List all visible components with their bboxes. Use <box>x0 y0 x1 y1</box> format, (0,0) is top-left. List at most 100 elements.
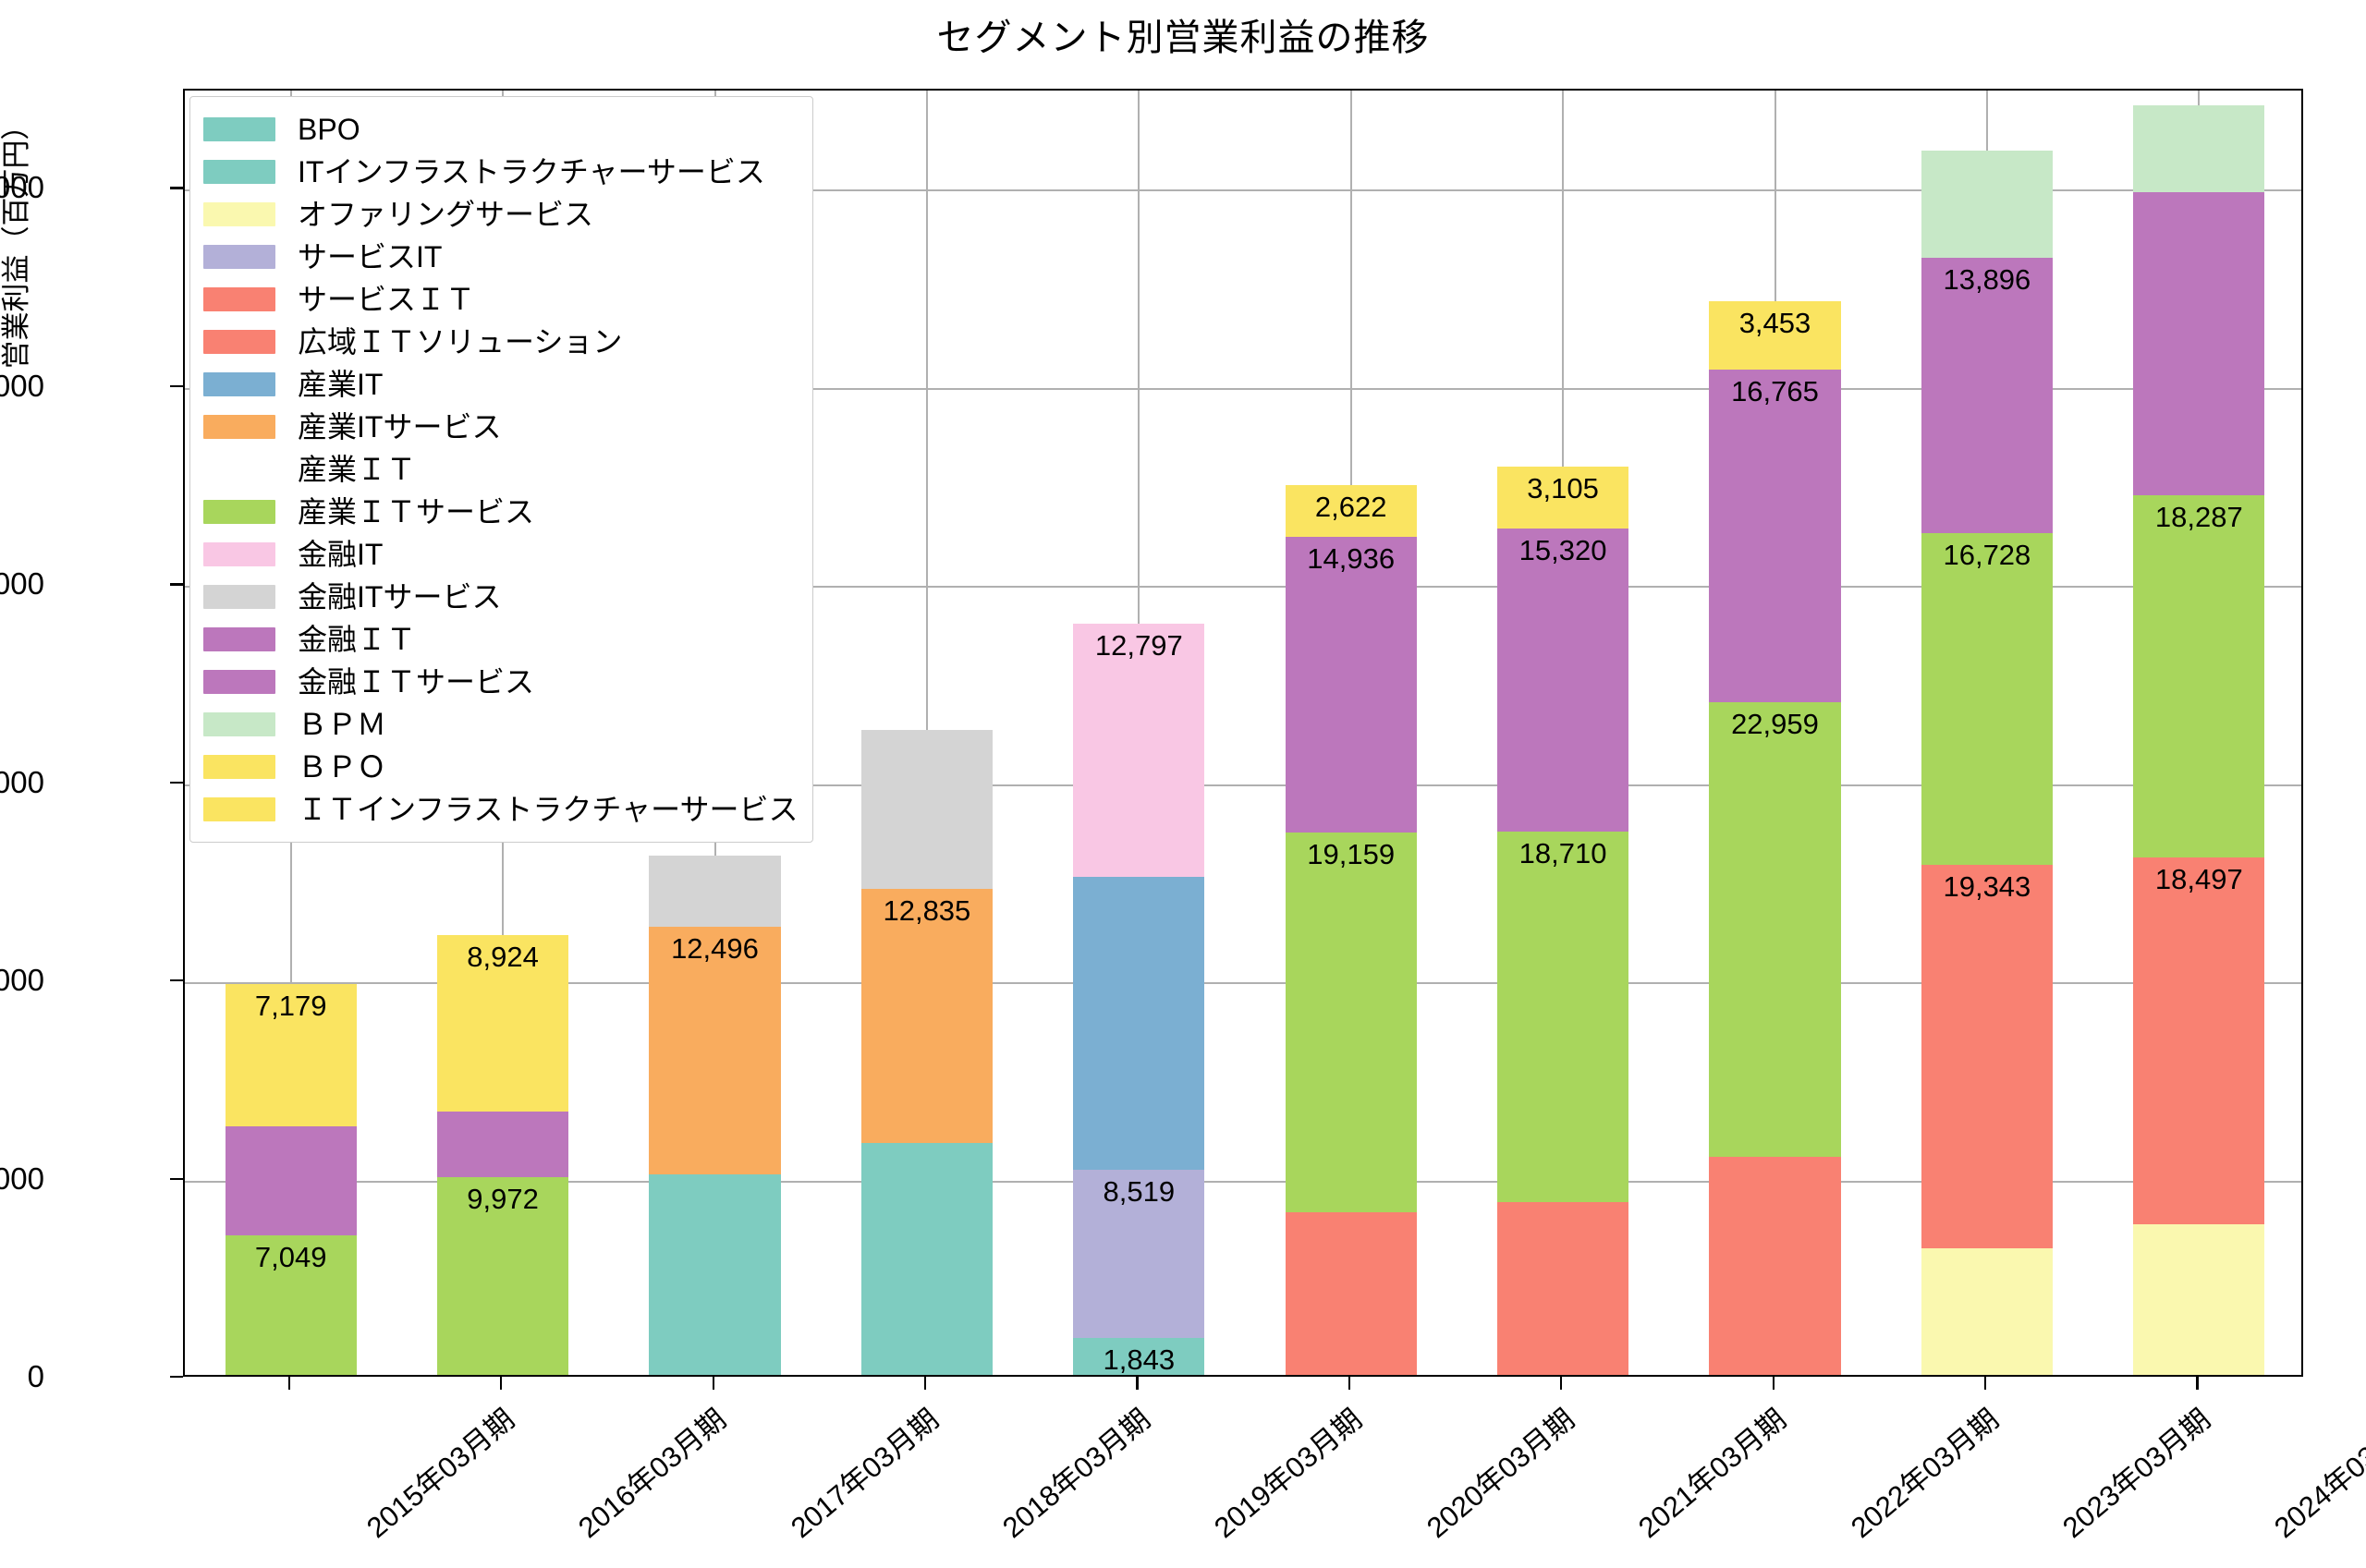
legend-item[interactable]: 産業ＩＴサービス <box>203 491 798 533</box>
bar-segment[interactable] <box>1285 1212 1417 1375</box>
bar-segment[interactable]: 7,179 <box>225 983 357 1126</box>
legend-item[interactable]: サービスＩＴ <box>203 278 798 321</box>
bar-group[interactable]: 18,497 18,287 <box>2133 87 2265 1375</box>
legend-swatch-icon <box>203 330 275 354</box>
chart-legend: BPO ITインフラストラクチャーサービス オファリングサービス サービスIT サービス… <box>189 96 814 843</box>
legend-item[interactable]: 金融ＩＴ <box>203 618 798 661</box>
y-tick-label: 30,000 <box>0 764 44 799</box>
bar-segment[interactable]: 14,936 <box>1285 536 1417 833</box>
legend-swatch-icon <box>203 287 275 311</box>
x-tick-mark <box>1560 1377 1563 1390</box>
x-tick-mark <box>1348 1377 1351 1390</box>
bar-segment[interactable] <box>649 1174 781 1375</box>
bar-segment[interactable] <box>2133 192 2265 496</box>
bar-value-label: 18,710 <box>1518 837 1607 870</box>
bar-segment[interactable] <box>2133 104 2265 193</box>
bar-segment[interactable]: 12,797 <box>1073 624 1205 878</box>
legend-item[interactable]: オファリングサービス <box>203 193 798 236</box>
bar-segment[interactable]: 7,049 <box>225 1234 357 1375</box>
bar-group[interactable]: 22,959 16,765 3,453 <box>1709 87 1841 1375</box>
bar-group[interactable]: 19,343 16,728 13,896 <box>1921 87 2053 1375</box>
bar-segment[interactable]: 1,843 <box>1073 1338 1205 1375</box>
legend-item[interactable]: ＢＰＯ <box>203 746 798 788</box>
x-tick-label: 2016年03月期 <box>572 1403 733 1545</box>
legend-item-label: ＩＴインフラストラクチャーサービス <box>298 793 799 826</box>
y-tick-label: 20,000 <box>0 963 44 998</box>
legend-item[interactable]: 産業ITサービス <box>203 406 798 448</box>
y-tick-mark <box>170 1177 183 1180</box>
bar-value-label: 7,179 <box>254 989 327 1022</box>
bar-segment[interactable] <box>1921 151 2053 259</box>
bar-segment[interactable]: 16,765 <box>1709 370 1841 702</box>
x-tick-mark <box>712 1377 714 1390</box>
legend-swatch-icon <box>203 542 275 566</box>
bar-segment[interactable] <box>1496 1202 1629 1375</box>
bar-value-label: 15,320 <box>1518 533 1607 566</box>
bar-segment[interactable] <box>649 856 781 928</box>
bar-segment[interactable]: 12,835 <box>860 888 993 1144</box>
bar-segment[interactable]: 12,496 <box>649 927 781 1175</box>
bar-segment[interactable] <box>2133 1224 2265 1375</box>
bar-group[interactable]: 7,049 7,179 <box>225 87 357 1375</box>
y-tick-mark <box>170 781 183 784</box>
bar-segment[interactable]: 19,343 <box>1921 864 2053 1248</box>
legend-item[interactable]: ＩＴインフラストラクチャーサービス <box>203 788 798 831</box>
legend-item[interactable]: 産業ＩＴ <box>203 448 798 491</box>
legend-item[interactable]: 産業IT <box>203 363 798 406</box>
bar-segment[interactable] <box>225 1125 357 1235</box>
bar-segment[interactable] <box>1709 1157 1841 1375</box>
legend-item[interactable]: サービスIT <box>203 236 798 278</box>
legend-swatch-icon <box>203 797 275 821</box>
bar-segment[interactable] <box>1073 877 1205 1170</box>
bar-segment[interactable]: 2,622 <box>1285 484 1417 537</box>
bar-segment[interactable] <box>1921 1247 2053 1375</box>
bar-segment[interactable]: 19,159 <box>1285 833 1417 1213</box>
gridline-horizontal <box>185 387 2301 390</box>
bar-segment[interactable]: 18,287 <box>2133 495 2265 858</box>
legend-item-label: 産業ＩＴ <box>298 453 417 486</box>
chart-title: セグメント別営業利益の推移 <box>936 18 1430 58</box>
bar-segment[interactable]: 16,728 <box>1921 533 2053 865</box>
bar-segment[interactable] <box>860 1143 993 1375</box>
legend-item[interactable]: ＢＰＭ <box>203 703 798 746</box>
bar-segment[interactable] <box>436 1112 569 1178</box>
gridline-horizontal <box>185 784 2301 786</box>
bar-group[interactable]: 12,496 <box>649 87 781 1375</box>
y-tick-label: 10,000 <box>0 1161 44 1196</box>
bar-group[interactable]: 18,710 15,320 3,105 <box>1496 87 1629 1375</box>
bar-segment[interactable]: 3,453 <box>1709 301 1841 371</box>
bar-segment[interactable]: 8,519 <box>1073 1169 1205 1339</box>
legend-item[interactable]: 金融ITサービス <box>203 576 798 618</box>
bar-group[interactable]: 9,972 8,924 <box>436 87 569 1375</box>
legend-item[interactable]: ITインフラストラクチャーサービス <box>203 151 798 193</box>
x-tick-mark <box>1772 1377 1774 1390</box>
legend-item-label: 産業ITサービス <box>298 410 502 444</box>
bar-segment[interactable] <box>860 730 993 889</box>
bar-value-label: 19,343 <box>1943 869 2031 903</box>
legend-item[interactable]: 金融ＩＴサービス <box>203 661 798 703</box>
legend-swatch-icon <box>203 627 275 651</box>
bar-segment[interactable]: 18,497 <box>2133 857 2265 1225</box>
bar-segment[interactable]: 9,972 <box>436 1177 569 1375</box>
bar-segment[interactable]: 18,710 <box>1496 832 1629 1203</box>
y-tick-label: 50,000 <box>0 368 44 403</box>
x-tick-mark <box>1983 1377 1987 1390</box>
bar-group[interactable]: 1,843 8,519 12,797 <box>1073 87 1205 1375</box>
y-tick-mark <box>170 1376 183 1379</box>
bar-segment[interactable]: 13,896 <box>1921 258 2053 534</box>
gridline-horizontal <box>185 189 2301 192</box>
legend-item[interactable]: BPO <box>203 108 798 151</box>
x-tick-mark <box>500 1377 503 1390</box>
bar-segment[interactable]: 3,105 <box>1496 467 1629 529</box>
legend-swatch-icon <box>203 117 275 141</box>
y-tick-label: 0 <box>27 1359 44 1393</box>
bar-group[interactable]: 19,159 14,936 2,622 <box>1285 87 1417 1375</box>
bar-segment[interactable]: 8,924 <box>436 935 569 1112</box>
legend-item[interactable]: 金融IT <box>203 533 798 576</box>
legend-item[interactable]: 広域ＩＴソリューション <box>203 321 798 363</box>
bar-segment[interactable]: 15,320 <box>1496 528 1629 833</box>
legend-item-label: ＢＰＯ <box>298 750 387 784</box>
bar-segment[interactable]: 22,959 <box>1709 701 1841 1158</box>
bar-group[interactable]: 12,835 <box>860 87 993 1375</box>
